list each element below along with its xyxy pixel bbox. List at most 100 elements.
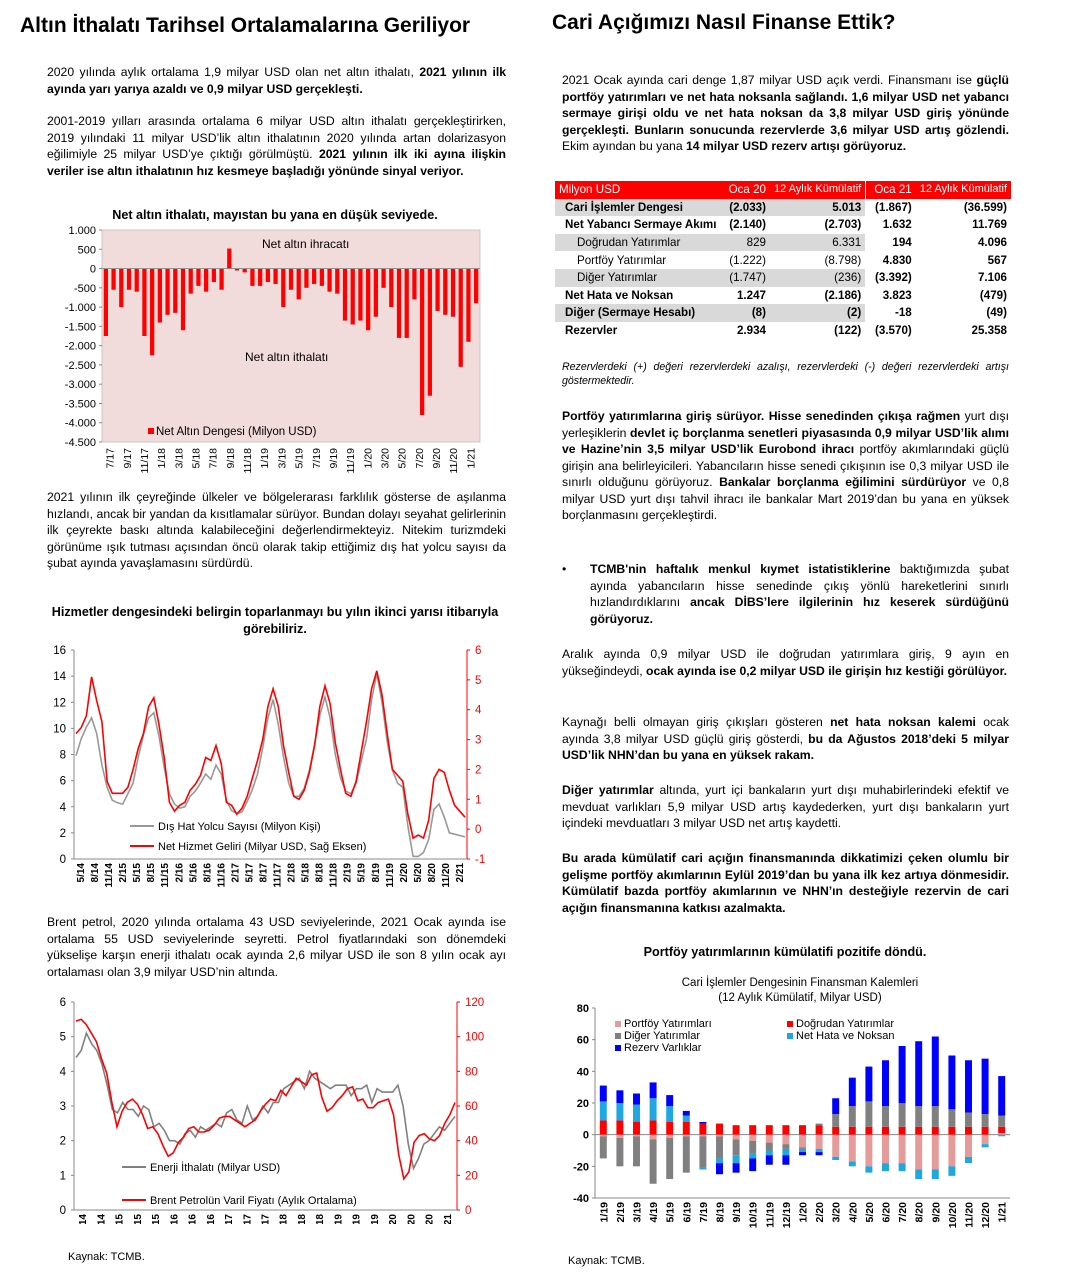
- table-cell-label: Diğer Yatırımlar: [555, 268, 721, 287]
- chart2-caption: Hizmetler dengesindeki belirgin toparlan…: [51, 605, 499, 636]
- x-tick-label: 8/15: [146, 863, 157, 883]
- bar: [281, 268, 286, 308]
- y-left-tick-label: 5: [60, 1032, 66, 1044]
- table-cell-v2: (2): [769, 304, 866, 322]
- x-tick-label: 1/21: [465, 448, 477, 469]
- stack-segment: [882, 1134, 889, 1164]
- stack-segment: [815, 1125, 823, 1135]
- table-cell-v1: (1.222): [729, 253, 766, 267]
- stack-segment: [882, 1126, 889, 1135]
- table-header-jan20: Oca 20: [720, 181, 770, 199]
- chart1-caption: Net altın ithalatı, mayıstan bu yana en …: [112, 208, 438, 222]
- x-tick-label: 5/19: [352, 1214, 363, 1224]
- energy-brent-chart: 6 5 4 3 2 1 0 120 100 80 60 40 20 0 5/14 9/14 1/15 5/15 9/…: [60, 997, 485, 1224]
- stack-segment: [682, 1136, 690, 1173]
- bar: [126, 268, 132, 290]
- stack-segment: [931, 1106, 939, 1127]
- x-tick-label: 7/19: [698, 1202, 710, 1223]
- y-tick-label: -2.000: [65, 341, 96, 353]
- y-tick-label: -4.000: [65, 418, 96, 430]
- y-right-tick-label: 120: [465, 997, 484, 1009]
- stack-segment: [931, 1169, 939, 1179]
- legend-label: Dış Hat Yolcu Sayısı (Milyon Kişi): [158, 821, 321, 833]
- legend-swatch: [787, 1033, 793, 1039]
- x-tick-label: 9/18: [225, 448, 237, 469]
- y-tick-label: 80: [577, 1003, 589, 1015]
- stack-segment: [981, 1144, 989, 1148]
- x-tick-label: 1/18: [279, 1214, 290, 1224]
- stack-segment: [965, 1126, 972, 1135]
- x-tick-label: 9/15: [151, 1214, 162, 1224]
- x-tick-label: 11/20: [448, 448, 460, 474]
- table-cell-v1: 2.934: [736, 324, 766, 338]
- table-row: Diğer (Sermaye Hesabı) (8) (2) -18 (49): [555, 304, 1011, 322]
- stack-segment: [965, 1134, 972, 1157]
- y-left-tick-label: 2: [60, 1136, 66, 1148]
- x-tick-label: 7/20: [897, 1202, 909, 1223]
- y-left-tick-label: 4: [60, 1066, 67, 1078]
- stack-segment: [865, 1066, 873, 1102]
- bar: [227, 248, 232, 269]
- stack-segment: [898, 1126, 906, 1135]
- table-cell-v2: (2.703): [824, 218, 862, 232]
- bar: [404, 268, 409, 338]
- stack-segment: [716, 1123, 723, 1135]
- stack-segment: [799, 1148, 806, 1153]
- bar: [265, 268, 270, 283]
- stack-segment: [616, 1103, 624, 1121]
- x-tick-label: 11/16: [216, 863, 227, 888]
- y-tick-label: 0: [90, 264, 96, 276]
- y-tick-label: 20: [577, 1098, 589, 1110]
- y-left-tick-label: 0: [60, 854, 66, 866]
- table-cell-v2: (8.798): [824, 253, 862, 267]
- stack-segment: [599, 1101, 607, 1121]
- table-cell-v1: (2.033): [720, 198, 770, 217]
- bar: [312, 268, 317, 284]
- chart-title: Cari İşlemler Dengesinin Finansman Kalem…: [682, 976, 918, 989]
- bar: [412, 268, 417, 300]
- stack-segment: [682, 1134, 690, 1137]
- y-left-tick-label: 8: [60, 750, 66, 762]
- left-source: Kaynak: TCMB.: [68, 1251, 145, 1263]
- x-tick-label: 1/19: [598, 1202, 610, 1223]
- stack-segment: [848, 1134, 856, 1162]
- y-right-tick-label: 20: [465, 1170, 478, 1182]
- bar: [319, 268, 324, 286]
- stack-segment: [699, 1136, 707, 1168]
- bar: [474, 268, 479, 304]
- bar: [335, 268, 340, 294]
- table-row: Rezervler 2.934 (122) (3.570) 25.358: [555, 321, 1011, 340]
- x-tick-label: 2/17: [230, 863, 241, 883]
- y-tick-label: 60: [577, 1035, 589, 1047]
- stack-segment: [649, 1120, 657, 1135]
- bar: [466, 268, 471, 342]
- table-cell-v4: 4.096: [977, 236, 1007, 250]
- y-left-tick-label: 1: [60, 1170, 66, 1182]
- stack-segment: [799, 1125, 806, 1135]
- left-title: Altın İthalatı Tarihsel Ortalamalarına G…: [20, 14, 471, 37]
- table-cell-v2: 6.331: [769, 233, 866, 252]
- bar: [142, 268, 147, 336]
- bar: [288, 268, 294, 290]
- y-left-tick-label: 12: [53, 697, 66, 709]
- stack-segment: [832, 1126, 840, 1135]
- stack-segment: [782, 1144, 790, 1149]
- y-right-tick-label: 0: [475, 824, 481, 836]
- x-tick-label: 5/20: [406, 1214, 417, 1224]
- right-source: Kaynak: TCMB.: [568, 1255, 645, 1267]
- table-row: Doğrudan Yatırımlar 829 6.331 194 4.096: [555, 233, 1011, 252]
- stack-segment: [815, 1148, 823, 1153]
- stack-segment: [782, 1134, 790, 1145]
- stack-segment: [765, 1142, 773, 1151]
- y-right-tick-label: 4: [475, 705, 482, 717]
- x-tick-label: 1/20: [362, 448, 374, 469]
- bar: [396, 268, 402, 338]
- stack-segment: [915, 1126, 923, 1135]
- stack-segment: [666, 1095, 674, 1107]
- stack-segment: [682, 1115, 690, 1122]
- finance-paragraph-1: 2021 Ocak ayında cari denge 1,87 milyar …: [562, 73, 1009, 153]
- x-tick-label: 7/19: [311, 448, 323, 469]
- legend-label: Net Altın Dengesi (Milyon USD): [156, 426, 317, 438]
- stack-segment: [948, 1134, 956, 1167]
- stack-segment: [599, 1120, 607, 1135]
